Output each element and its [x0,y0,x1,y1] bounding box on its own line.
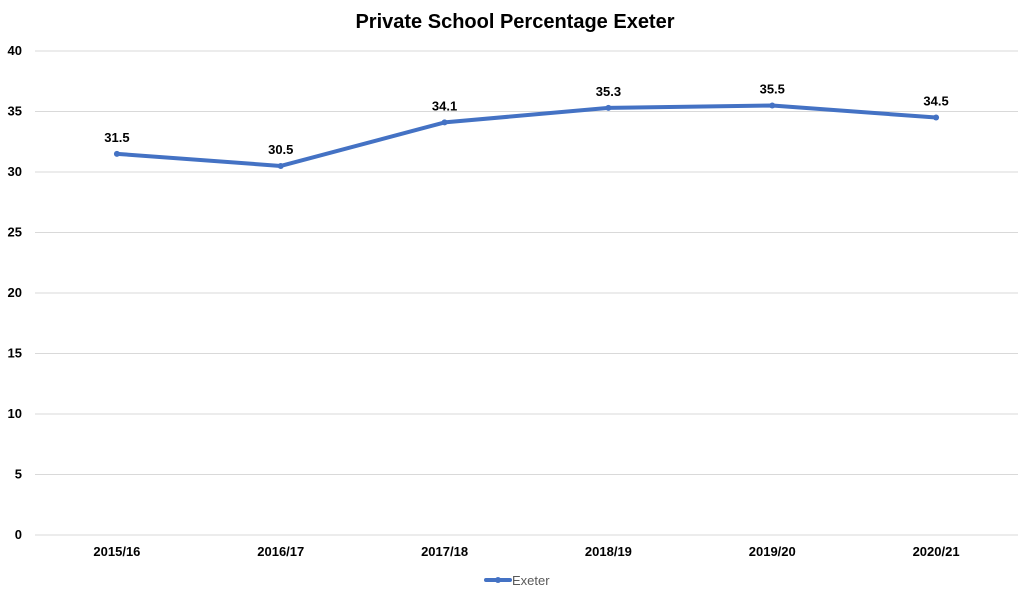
y-tick-label: 0 [15,527,22,542]
gridlines [35,50,1018,536]
y-axis-ticks: 0 5 10 15 20 25 30 35 40 [8,43,22,542]
data-point [277,162,284,169]
y-tick-label: 30 [8,164,22,179]
x-tick-label: 2016/17 [257,544,304,559]
data-label: 31.5 [104,130,129,145]
data-label: 35.5 [760,81,785,96]
data-point [933,114,940,121]
y-tick-label: 25 [8,225,22,240]
data-labels: 31.5 30.5 34.1 35.3 35.5 34.5 [104,81,948,157]
series-exeter [113,102,940,169]
data-label: 34.1 [432,98,457,113]
y-tick-label: 15 [8,346,22,361]
data-label: 34.5 [923,94,948,109]
series-line [114,103,939,168]
chart-title: Private School Percentage Exeter [355,11,674,33]
legend-swatch-marker [495,577,501,583]
y-tick-label: 35 [8,104,22,119]
x-tick-label: 2019/20 [749,544,796,559]
y-tick-label: 10 [8,406,22,421]
x-tick-label: 2017/18 [421,544,468,559]
data-point [605,104,612,111]
legend: Exeter [484,573,550,588]
y-tick-label: 40 [8,43,22,58]
y-tick-label: 20 [8,285,22,300]
x-tick-label: 2020/21 [913,544,960,559]
data-label: 35.3 [596,84,621,99]
data-point [769,102,776,109]
x-tick-label: 2018/19 [585,544,632,559]
data-point [113,150,120,157]
data-point [441,119,448,126]
data-label: 30.5 [268,142,293,157]
x-axis-ticks: 2015/16 2016/17 2017/18 2018/19 2019/20 2020/… [93,544,959,559]
legend-label: Exeter [512,573,550,588]
x-tick-label: 2015/16 [93,544,140,559]
y-tick-label: 5 [15,467,22,482]
